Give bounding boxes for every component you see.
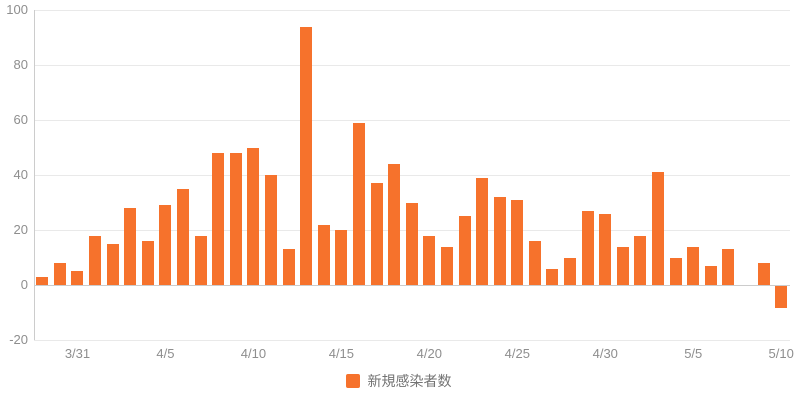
- bar-4/27: [546, 268, 559, 285]
- bar-5/9: [757, 263, 770, 285]
- y-axis-tick-label: 80: [13, 57, 28, 72]
- legend-swatch-icon: [345, 374, 360, 388]
- y-axis-tick-label: 40: [13, 167, 28, 182]
- bar-4/21: [440, 246, 453, 285]
- bar-5/4: [669, 257, 682, 285]
- x-axis-tick-label: 4/30: [592, 346, 618, 361]
- bar-4/18: [388, 164, 401, 285]
- y-axis-tick-label: 60: [13, 112, 28, 127]
- y-axis-tick-label: 20: [13, 222, 28, 237]
- gridline: [33, 64, 790, 66]
- bar-4/20: [423, 235, 436, 285]
- bar-4/23: [476, 177, 489, 285]
- x-axis-tick-label: 5/5: [684, 346, 703, 361]
- gridline: [33, 119, 790, 121]
- bar-4/6: [177, 188, 190, 285]
- x-axis-tick-label: 4/20: [416, 346, 442, 361]
- bar-4/16: [352, 122, 365, 285]
- bar-4/15: [335, 230, 348, 285]
- zero-gridline: [33, 284, 790, 286]
- legend-item[interactable]: 新規感染者数: [0, 371, 797, 391]
- bar-4/25: [511, 199, 524, 285]
- bar-5/6: [704, 265, 717, 285]
- y-axis-tick-label: 0: [20, 277, 28, 292]
- x-axis-tick-label: 3/31: [64, 346, 91, 361]
- bar-5/2: [634, 235, 647, 285]
- gridline: [33, 339, 790, 341]
- bar-4/17: [370, 183, 383, 285]
- bar-4/30: [599, 213, 612, 285]
- x-axis-tick-label: 5/10: [768, 346, 794, 361]
- bar-3/30: [53, 263, 66, 285]
- y-axis-tick-label: -20: [9, 332, 28, 347]
- bar-4/29: [581, 210, 594, 285]
- x-axis-tick-label: 4/5: [156, 346, 175, 361]
- bar-4/4: [141, 241, 154, 285]
- bar-4/11: [265, 175, 277, 285]
- bar-4/12: [282, 249, 295, 285]
- legend-label: 新規感染者数: [367, 373, 452, 389]
- bar-4/22: [458, 216, 471, 285]
- y-axis-tick-label: 100: [6, 2, 28, 17]
- bar-4/8: [212, 153, 225, 285]
- bar-5/5: [687, 246, 700, 285]
- bar-4/10: [247, 147, 260, 285]
- bar-4/3: [124, 208, 137, 285]
- bar-3/29: [36, 276, 49, 285]
- bar-4/2: [106, 243, 119, 285]
- x-axis-tick-label: 4/25: [504, 346, 530, 361]
- bar-5/3: [652, 172, 665, 285]
- bar-4/24: [493, 197, 506, 285]
- bar-4/26: [528, 241, 541, 285]
- bar-4/13: [300, 26, 313, 285]
- bar-4/14: [317, 224, 330, 285]
- bar-5/1: [616, 246, 629, 285]
- x-axis-tick-label: 4/10: [240, 346, 267, 361]
- bar-4/1: [89, 235, 102, 285]
- bar-4/9: [229, 153, 242, 285]
- x-axis-tick-label: 4/15: [328, 346, 355, 361]
- bar-4/28: [564, 257, 577, 285]
- bar-4/5: [159, 205, 172, 285]
- bar-4/7: [194, 235, 207, 285]
- bar-3/31: [71, 271, 84, 285]
- gridline: [33, 9, 790, 11]
- bar-4/19: [405, 202, 418, 285]
- y-axis-line: [33, 10, 35, 340]
- gridline: [33, 174, 790, 176]
- bar-5/10: [775, 286, 788, 308]
- bar-5/7: [722, 249, 735, 285]
